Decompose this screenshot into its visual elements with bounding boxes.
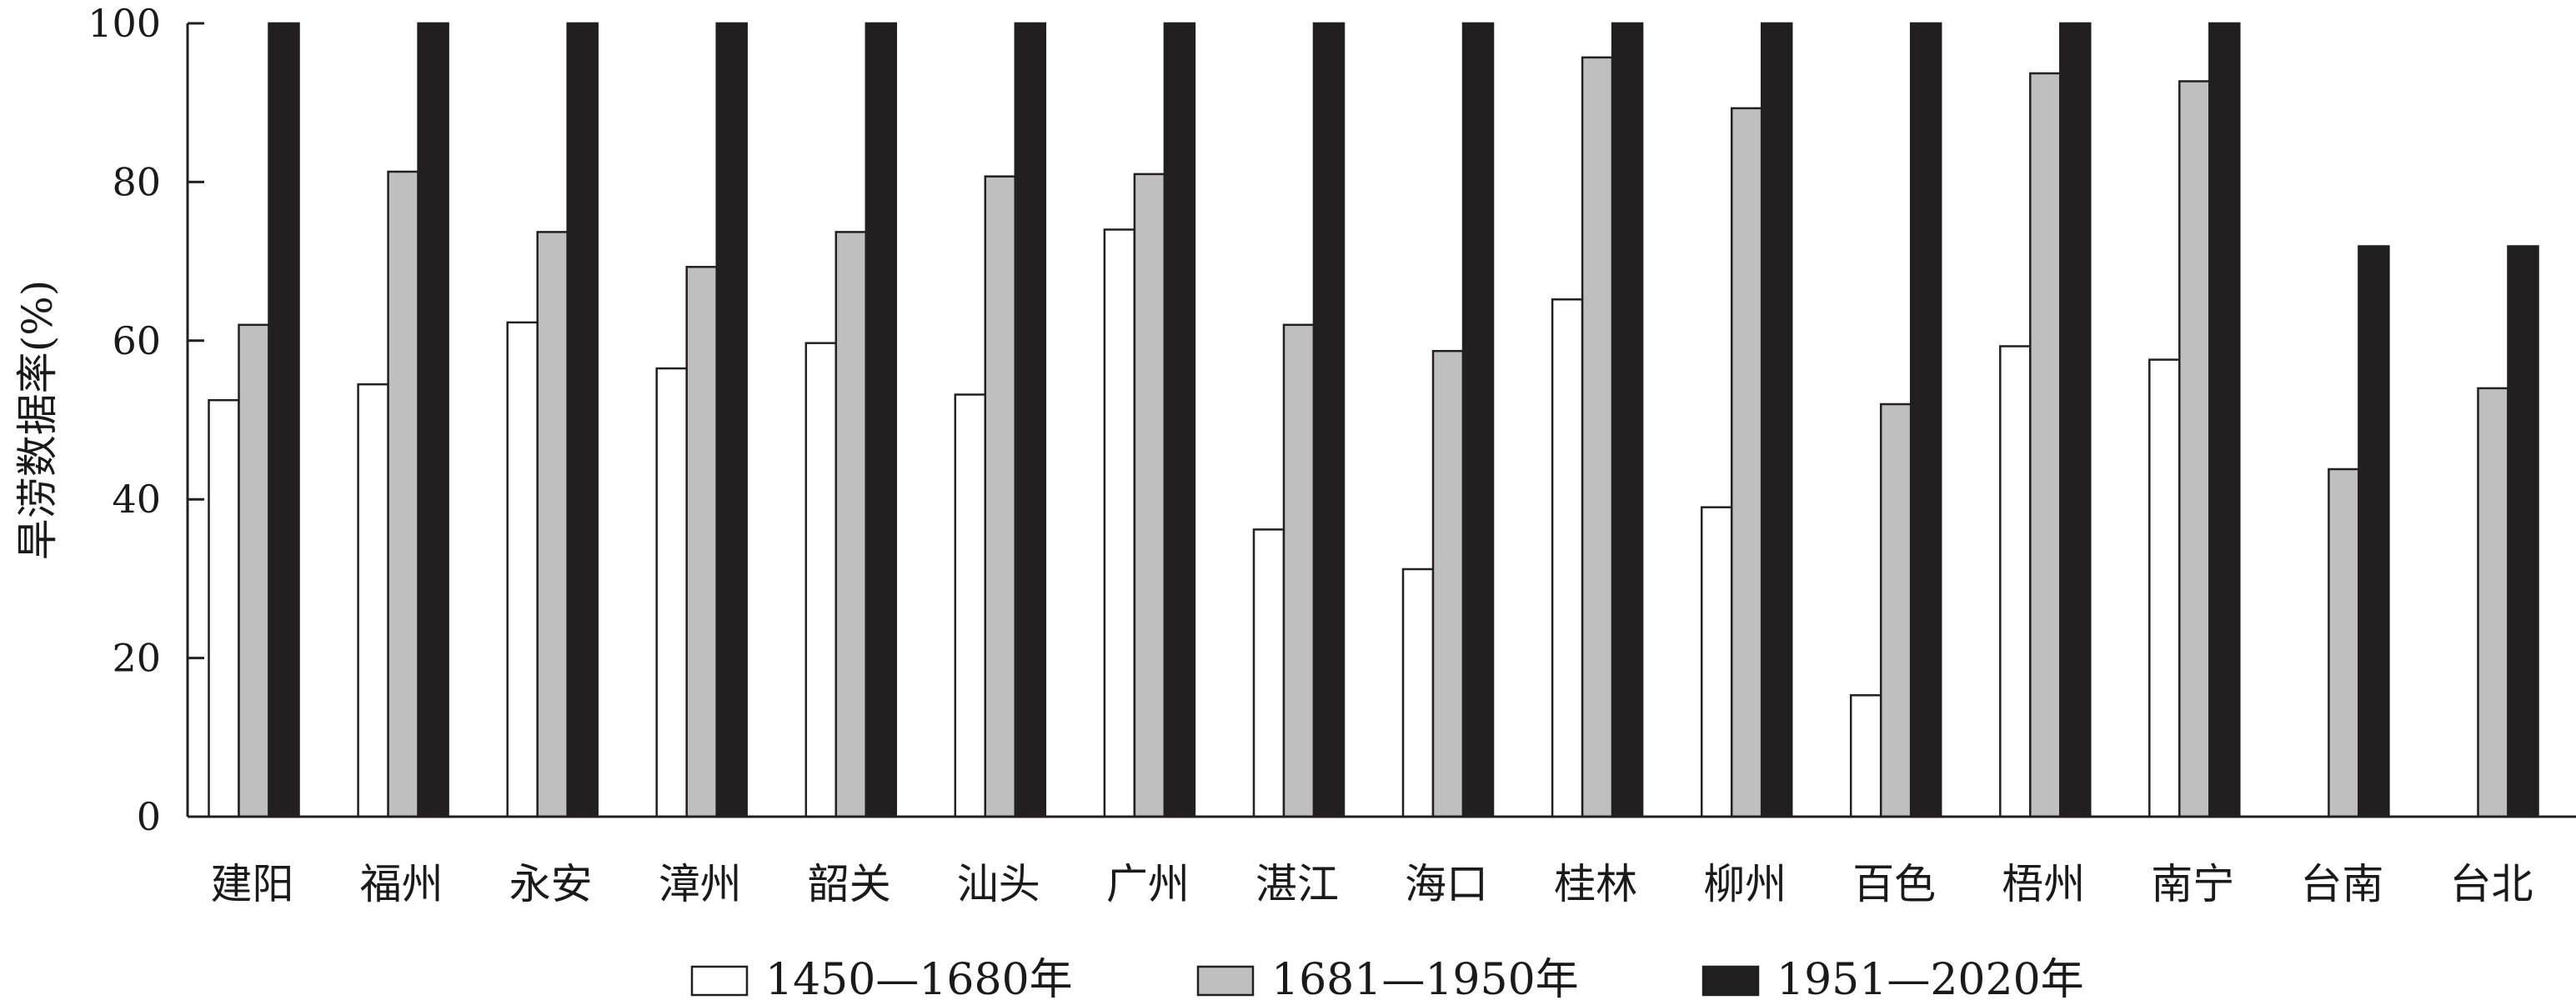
- bar-1-11: [1700, 506, 1733, 818]
- category-label: 海口: [1405, 860, 1488, 908]
- bar-3-1: [268, 22, 300, 818]
- axes-layer: [186, 23, 2576, 818]
- y-tick-label: 80: [112, 159, 161, 204]
- legend-swatch-2: [1196, 965, 1255, 997]
- bar-1-13: [1999, 345, 2032, 818]
- bar-1-3: [506, 321, 539, 818]
- bar-2-3: [536, 231, 569, 818]
- legend-label-2: 1681—1950年: [1271, 955, 1579, 1005]
- bar-3-9: [1461, 22, 1495, 818]
- category-label: 桂林: [1554, 860, 1637, 908]
- category-label: 漳州: [659, 860, 742, 908]
- bar-2-15: [2328, 468, 2360, 818]
- bar-2-16: [2477, 387, 2509, 818]
- bar-2-14: [2178, 80, 2211, 818]
- bar-1-5: [804, 342, 838, 818]
- bar-2-1: [238, 323, 270, 818]
- bar-3-13: [2059, 22, 2092, 818]
- legend-swatch-1: [690, 965, 749, 997]
- category-label: 福州: [360, 860, 444, 908]
- bar-3-5: [865, 22, 898, 818]
- category-label: 永安: [509, 860, 593, 908]
- bar-2-5: [834, 231, 868, 818]
- bar-3-8: [1312, 22, 1346, 818]
- bar-3-12: [1909, 22, 1942, 818]
- bar-3-6: [1014, 22, 1047, 818]
- category-label: 韶关: [808, 860, 891, 908]
- bar-1-12: [1849, 694, 1882, 818]
- bar-2-7: [1133, 172, 1166, 818]
- y-ticks-layer: 0 20 40 60 80 100: [88, 1, 204, 839]
- legend-label-3: 1951—2020年: [1777, 955, 2084, 1005]
- bar-1-2: [357, 382, 389, 818]
- bar-2-13: [2029, 72, 2062, 818]
- category-label: 南宁: [2151, 860, 2234, 908]
- y-axis-label: 旱涝数据率(%): [13, 280, 62, 561]
- bar-3-2: [417, 22, 449, 818]
- category-label: 建阳: [211, 860, 294, 908]
- bar-3-15: [2358, 245, 2390, 818]
- bar-2-9: [1431, 349, 1465, 818]
- y-tick-label: 40: [112, 477, 161, 522]
- bar-1-14: [2148, 358, 2181, 818]
- bar-1-1: [208, 398, 240, 818]
- bar-2-11: [1730, 107, 1763, 818]
- bar-1-4: [655, 367, 688, 818]
- bar-3-11: [1760, 22, 1793, 818]
- bar-3-4: [715, 22, 748, 818]
- category-label: 湛江: [1255, 860, 1339, 908]
- bar-1-8: [1252, 528, 1285, 818]
- y-tick-label: 20: [112, 636, 161, 681]
- bar-1-10: [1551, 298, 1584, 818]
- bar-1-7: [1103, 228, 1136, 818]
- bars-layer: [208, 22, 2539, 818]
- category-label: 柳州: [1703, 860, 1787, 908]
- category-label: 台北: [2450, 860, 2533, 908]
- bar-3-10: [1611, 22, 1644, 818]
- bar-3-3: [566, 22, 599, 818]
- bar-1-6: [954, 393, 987, 818]
- category-label: 广州: [1106, 860, 1190, 908]
- y-tick-label: 60: [112, 318, 161, 363]
- bar-2-8: [1282, 323, 1316, 818]
- legend-swatch-3: [1701, 965, 1760, 997]
- category-labels-layer: 建阳 福州 永安 漳州 韶关 汕头 广州 湛江 海口 桂林 柳州 百色 梧州 南宁 台南 台北: [211, 860, 2533, 908]
- bar-2-6: [984, 175, 1017, 818]
- bar-1-9: [1401, 568, 1435, 818]
- bar-3-7: [1163, 22, 1196, 818]
- bar-3-14: [2208, 22, 2241, 818]
- legend-label-1: 1450—1680年: [765, 955, 1073, 1005]
- category-label: 汕头: [957, 860, 1040, 908]
- y-tick-label: 100: [88, 1, 161, 46]
- category-label: 梧州: [2002, 860, 2085, 908]
- bar-2-2: [387, 170, 419, 818]
- bar-2-4: [685, 266, 718, 818]
- category-label: 百色: [1852, 860, 1936, 908]
- bar-3-16: [2507, 245, 2539, 818]
- y-tick-label: 0: [137, 794, 161, 839]
- bar-2-12: [1879, 402, 1912, 818]
- category-label: 台南: [2300, 860, 2383, 908]
- legend: 1450—1680年 1681—1950年 1951—2020年: [690, 955, 2084, 1005]
- bar-2-10: [1581, 56, 1614, 818]
